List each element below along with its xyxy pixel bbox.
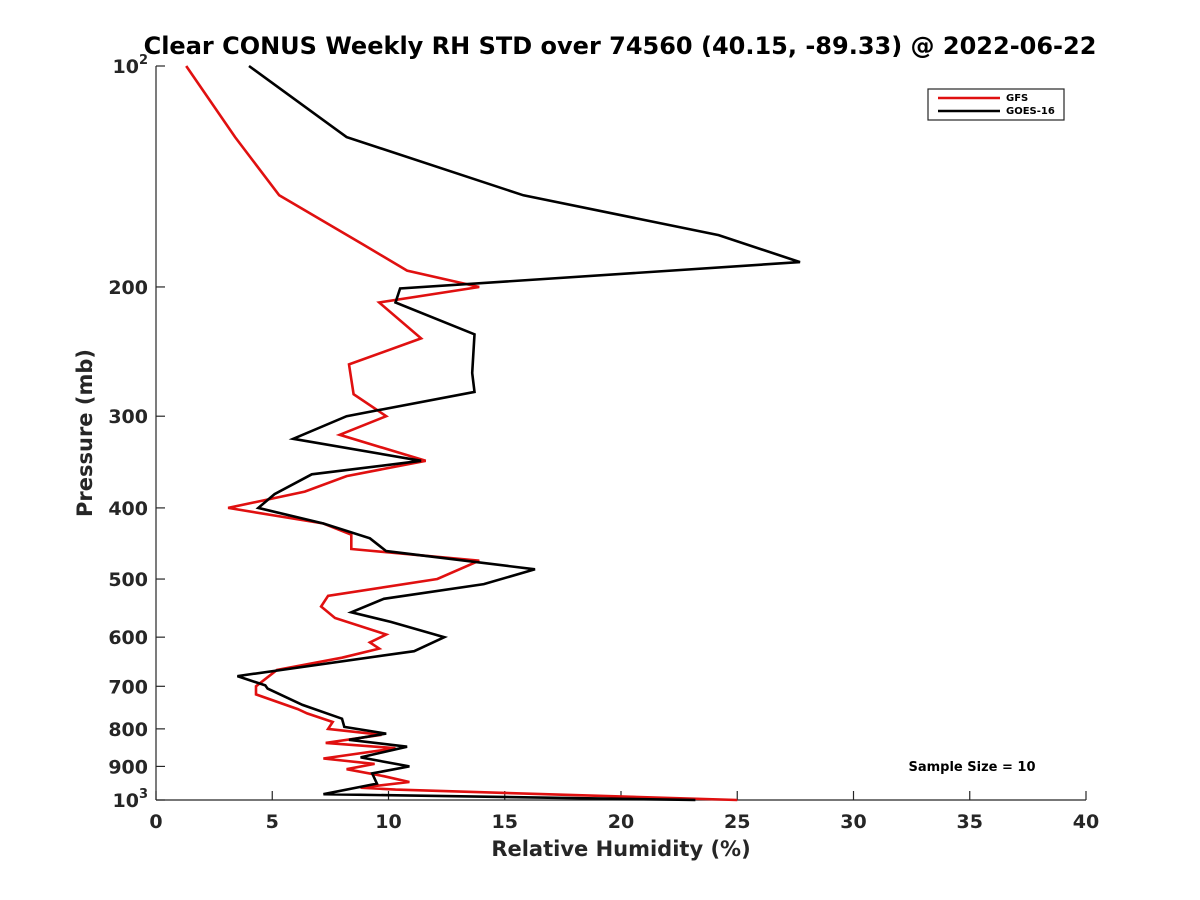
legend-label-goes16: GOES-16	[1006, 106, 1055, 117]
legend-label-gfs: GFS	[1006, 93, 1028, 104]
legend-box	[927, 88, 1065, 121]
x-tick-label: 0	[149, 811, 162, 833]
y-tick-label: 600	[108, 627, 148, 649]
x-tick-label: 15	[492, 811, 518, 833]
sample-size-annotation: Sample Size = 10	[908, 760, 1035, 775]
x-axis-ticks: 0 5 10 15 20 25 30 35 40	[149, 791, 1099, 833]
y-tick-label: 500	[108, 569, 148, 591]
x-tick-label: 25	[724, 811, 750, 833]
x-tick-label: 30	[840, 811, 866, 833]
y-tick-label: 300	[108, 406, 148, 428]
x-tick-label: 40	[1073, 811, 1099, 833]
x-tick-label: 20	[608, 811, 634, 833]
y-tick-label: 200	[108, 277, 148, 299]
chart-legend: GFS GOES-16	[927, 88, 1065, 121]
plot-area	[155, 66, 1086, 801]
y-tick-label: 102	[113, 53, 149, 78]
x-tick-label: 35	[957, 811, 983, 833]
chart-title: Clear CONUS Weekly RH STD over 74560 (40…	[144, 32, 1097, 60]
series-line-gfs	[185, 65, 738, 802]
y-tick-label: 700	[108, 676, 148, 698]
series-layer	[185, 64, 801, 802]
y-axis-ticks: 102 200 300 400 500 600 700 800 900 103	[108, 53, 165, 812]
x-tick-label: 5	[266, 811, 279, 833]
x-axis-label: Relative Humidity (%)	[491, 837, 750, 861]
y-tick-label: 800	[108, 719, 148, 741]
y-tick-label: 103	[113, 787, 149, 812]
series-line-goes-16	[236, 64, 801, 802]
y-axis-label: Pressure (mb)	[73, 349, 97, 517]
y-tick-label: 400	[108, 498, 148, 520]
y-tick-label: 900	[108, 756, 148, 778]
x-tick-label: 10	[375, 811, 401, 833]
